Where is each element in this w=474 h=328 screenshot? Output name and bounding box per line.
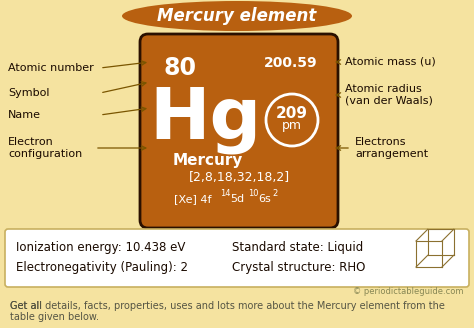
Text: Symbol: Symbol xyxy=(8,88,49,98)
Text: Hg: Hg xyxy=(150,86,262,154)
Text: Electrons
arrangement: Electrons arrangement xyxy=(355,137,428,159)
Ellipse shape xyxy=(122,1,352,31)
Text: [Xe] 4f: [Xe] 4f xyxy=(174,194,211,204)
Text: Atomic number: Atomic number xyxy=(8,63,94,73)
Text: Electron
configuration: Electron configuration xyxy=(8,137,82,159)
Text: 10: 10 xyxy=(248,190,258,198)
Text: 6s: 6s xyxy=(258,194,271,204)
Text: 2: 2 xyxy=(272,190,277,198)
Text: Get all details, facts, properties, uses and lots more about the Mercury element: Get all details, facts, properties, uses… xyxy=(10,301,445,311)
Text: Crystal structure: RHO: Crystal structure: RHO xyxy=(232,261,365,275)
Text: 14: 14 xyxy=(220,190,230,198)
Text: Mercury: Mercury xyxy=(173,153,243,168)
Text: pm: pm xyxy=(282,119,302,133)
Text: [2,8,18,32,18,2]: [2,8,18,32,18,2] xyxy=(189,172,290,184)
Text: table given below.: table given below. xyxy=(10,312,99,322)
Text: Standard state: Liquid: Standard state: Liquid xyxy=(232,241,363,255)
Text: Electronegativity (Pauling): 2: Electronegativity (Pauling): 2 xyxy=(16,261,188,275)
Text: Mercury element: Mercury element xyxy=(157,7,317,25)
Text: 80: 80 xyxy=(164,56,197,80)
FancyBboxPatch shape xyxy=(5,229,469,287)
FancyBboxPatch shape xyxy=(140,34,338,228)
Text: © periodictableguide.com: © periodictableguide.com xyxy=(354,288,464,297)
Text: 5d: 5d xyxy=(230,194,244,204)
Text: 209: 209 xyxy=(276,107,308,121)
Text: Atomic mass (u): Atomic mass (u) xyxy=(345,57,436,67)
Text: Get all: Get all xyxy=(10,301,45,311)
Text: Ionization energy: 10.438 eV: Ionization energy: 10.438 eV xyxy=(16,241,185,255)
Text: 200.59: 200.59 xyxy=(264,56,318,70)
Text: Atomic radius
(van der Waals): Atomic radius (van der Waals) xyxy=(345,84,433,106)
Text: Name: Name xyxy=(8,110,41,120)
